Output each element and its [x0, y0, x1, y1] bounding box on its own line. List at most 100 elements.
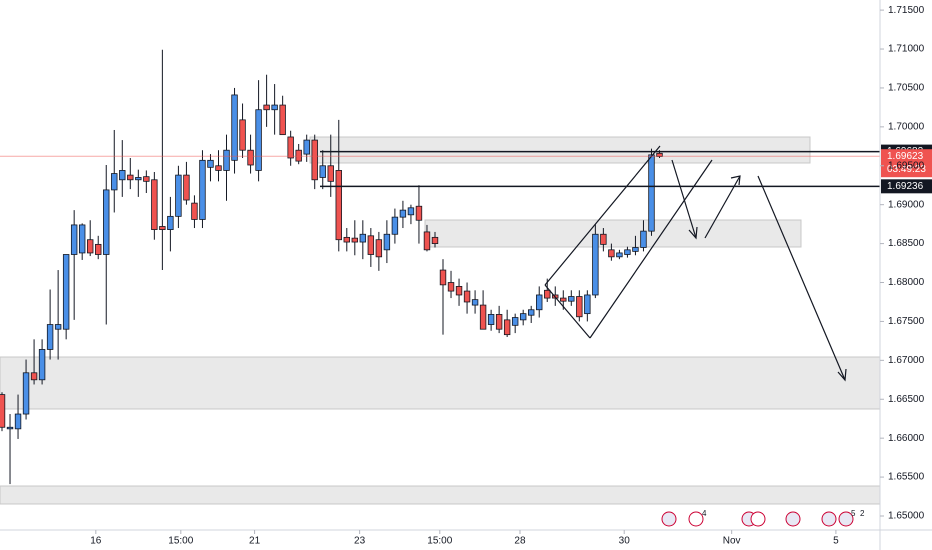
candle-body: [54, 324, 62, 330]
candle-body: [303, 139, 310, 155]
drawings: [544, 145, 847, 382]
candle-body: [600, 233, 607, 245]
candle-body: [519, 313, 527, 321]
candle-body: [560, 297, 567, 302]
candle-body: [335, 170, 342, 241]
candle-body: [135, 177, 142, 181]
x-tick-label: 5: [833, 536, 839, 547]
x-tick-label: 15:00: [427, 536, 452, 547]
arrow: [757, 175, 846, 381]
event-count: 5: [851, 509, 856, 518]
event-count: 2: [860, 509, 865, 518]
zone: [0, 356, 881, 410]
y-tick-label: 1.67000: [888, 355, 925, 366]
candle-body: [151, 179, 158, 230]
candle-body: [103, 189, 110, 255]
event-icon: [785, 511, 801, 527]
last-price-box: [881, 149, 932, 178]
zone: [309, 136, 811, 164]
candle-body: [608, 249, 615, 258]
candle-body: [143, 176, 150, 182]
candle-body: [159, 226, 166, 230]
candle-body: [183, 174, 190, 201]
candle-body: [624, 249, 631, 255]
candle-body: [78, 224, 86, 254]
x-tick-label: 15:00: [168, 536, 193, 547]
channel-line: [589, 159, 713, 339]
candles: [0, 49, 663, 485]
candle-body: [471, 299, 479, 306]
candle-body: [167, 215, 174, 230]
event-count: 4: [702, 509, 707, 518]
arrow-head: [688, 226, 698, 240]
x-tick-label: 16: [90, 536, 102, 547]
candle-body: [455, 286, 463, 296]
candle-body: [359, 233, 367, 243]
candle-body: [38, 349, 46, 381]
arrow-head: [837, 368, 847, 382]
candle-body: [391, 216, 399, 235]
candle-body: [487, 314, 495, 325]
candle-body: [199, 159, 206, 220]
channel-line: [544, 145, 661, 286]
candle-body: [415, 205, 423, 221]
x-tick-label: 30: [619, 536, 631, 547]
x-tick-label: 21: [249, 536, 261, 547]
candle-body: [119, 170, 126, 181]
candle-body: [287, 136, 294, 159]
zone: [0, 485, 881, 505]
candle-body: [14, 413, 22, 430]
candle-body: [319, 165, 326, 178]
candle-body: [22, 372, 30, 415]
candle-body: [447, 282, 455, 292]
candle-body: [127, 174, 134, 181]
candle-body: [327, 165, 334, 182]
event-icon: [661, 511, 677, 527]
candle-body: [86, 239, 94, 254]
candle-body: [495, 314, 503, 330]
candle-body: [263, 104, 270, 111]
y-tick-label: 1.66000: [888, 433, 925, 444]
candle-body: [568, 296, 575, 302]
candle-body: [295, 149, 302, 162]
event-icon: [821, 511, 837, 527]
arrow: [671, 159, 697, 239]
candle-body: [30, 372, 38, 381]
candle-body: [223, 149, 230, 171]
candle-body: [95, 243, 102, 255]
y-tick-label: 1.68500: [888, 238, 925, 249]
x-tick-label: Nov: [723, 536, 741, 547]
candle-body: [255, 109, 262, 171]
y-tick-label: 1.71000: [888, 44, 925, 55]
candle-body: [343, 236, 350, 243]
event-icon: [838, 511, 854, 527]
candle-body: [191, 202, 198, 220]
y-tick-label: 1.70500: [888, 83, 925, 94]
event-icon: [688, 511, 704, 527]
zone: [424, 219, 802, 248]
x-tick-label: 28: [514, 536, 526, 547]
y-tick-label: 1.65000: [888, 511, 925, 522]
candle-body: [351, 237, 359, 243]
candle-body: [207, 159, 214, 168]
candle-body: [231, 94, 238, 161]
candle-body: [616, 252, 623, 258]
candle-body: [648, 154, 655, 232]
candle-body: [479, 304, 487, 330]
candle-body: [503, 319, 511, 336]
candle-body: [383, 233, 391, 251]
price-label-box: [881, 179, 932, 194]
price-label: 1.69236: [887, 181, 924, 192]
event-icon: [750, 511, 766, 527]
candle-body: [215, 165, 222, 171]
candle-body: [111, 173, 118, 191]
candle-body: [423, 231, 431, 251]
candle-body: [399, 209, 407, 218]
y-axis: 1.65000 1.65500 1.66000 1.66500 1.67000 1.675…: [880, 5, 925, 522]
candle-body: [375, 239, 383, 258]
candle-body: [431, 236, 439, 244]
candle-body: [46, 324, 54, 350]
candle-body: [544, 289, 551, 299]
